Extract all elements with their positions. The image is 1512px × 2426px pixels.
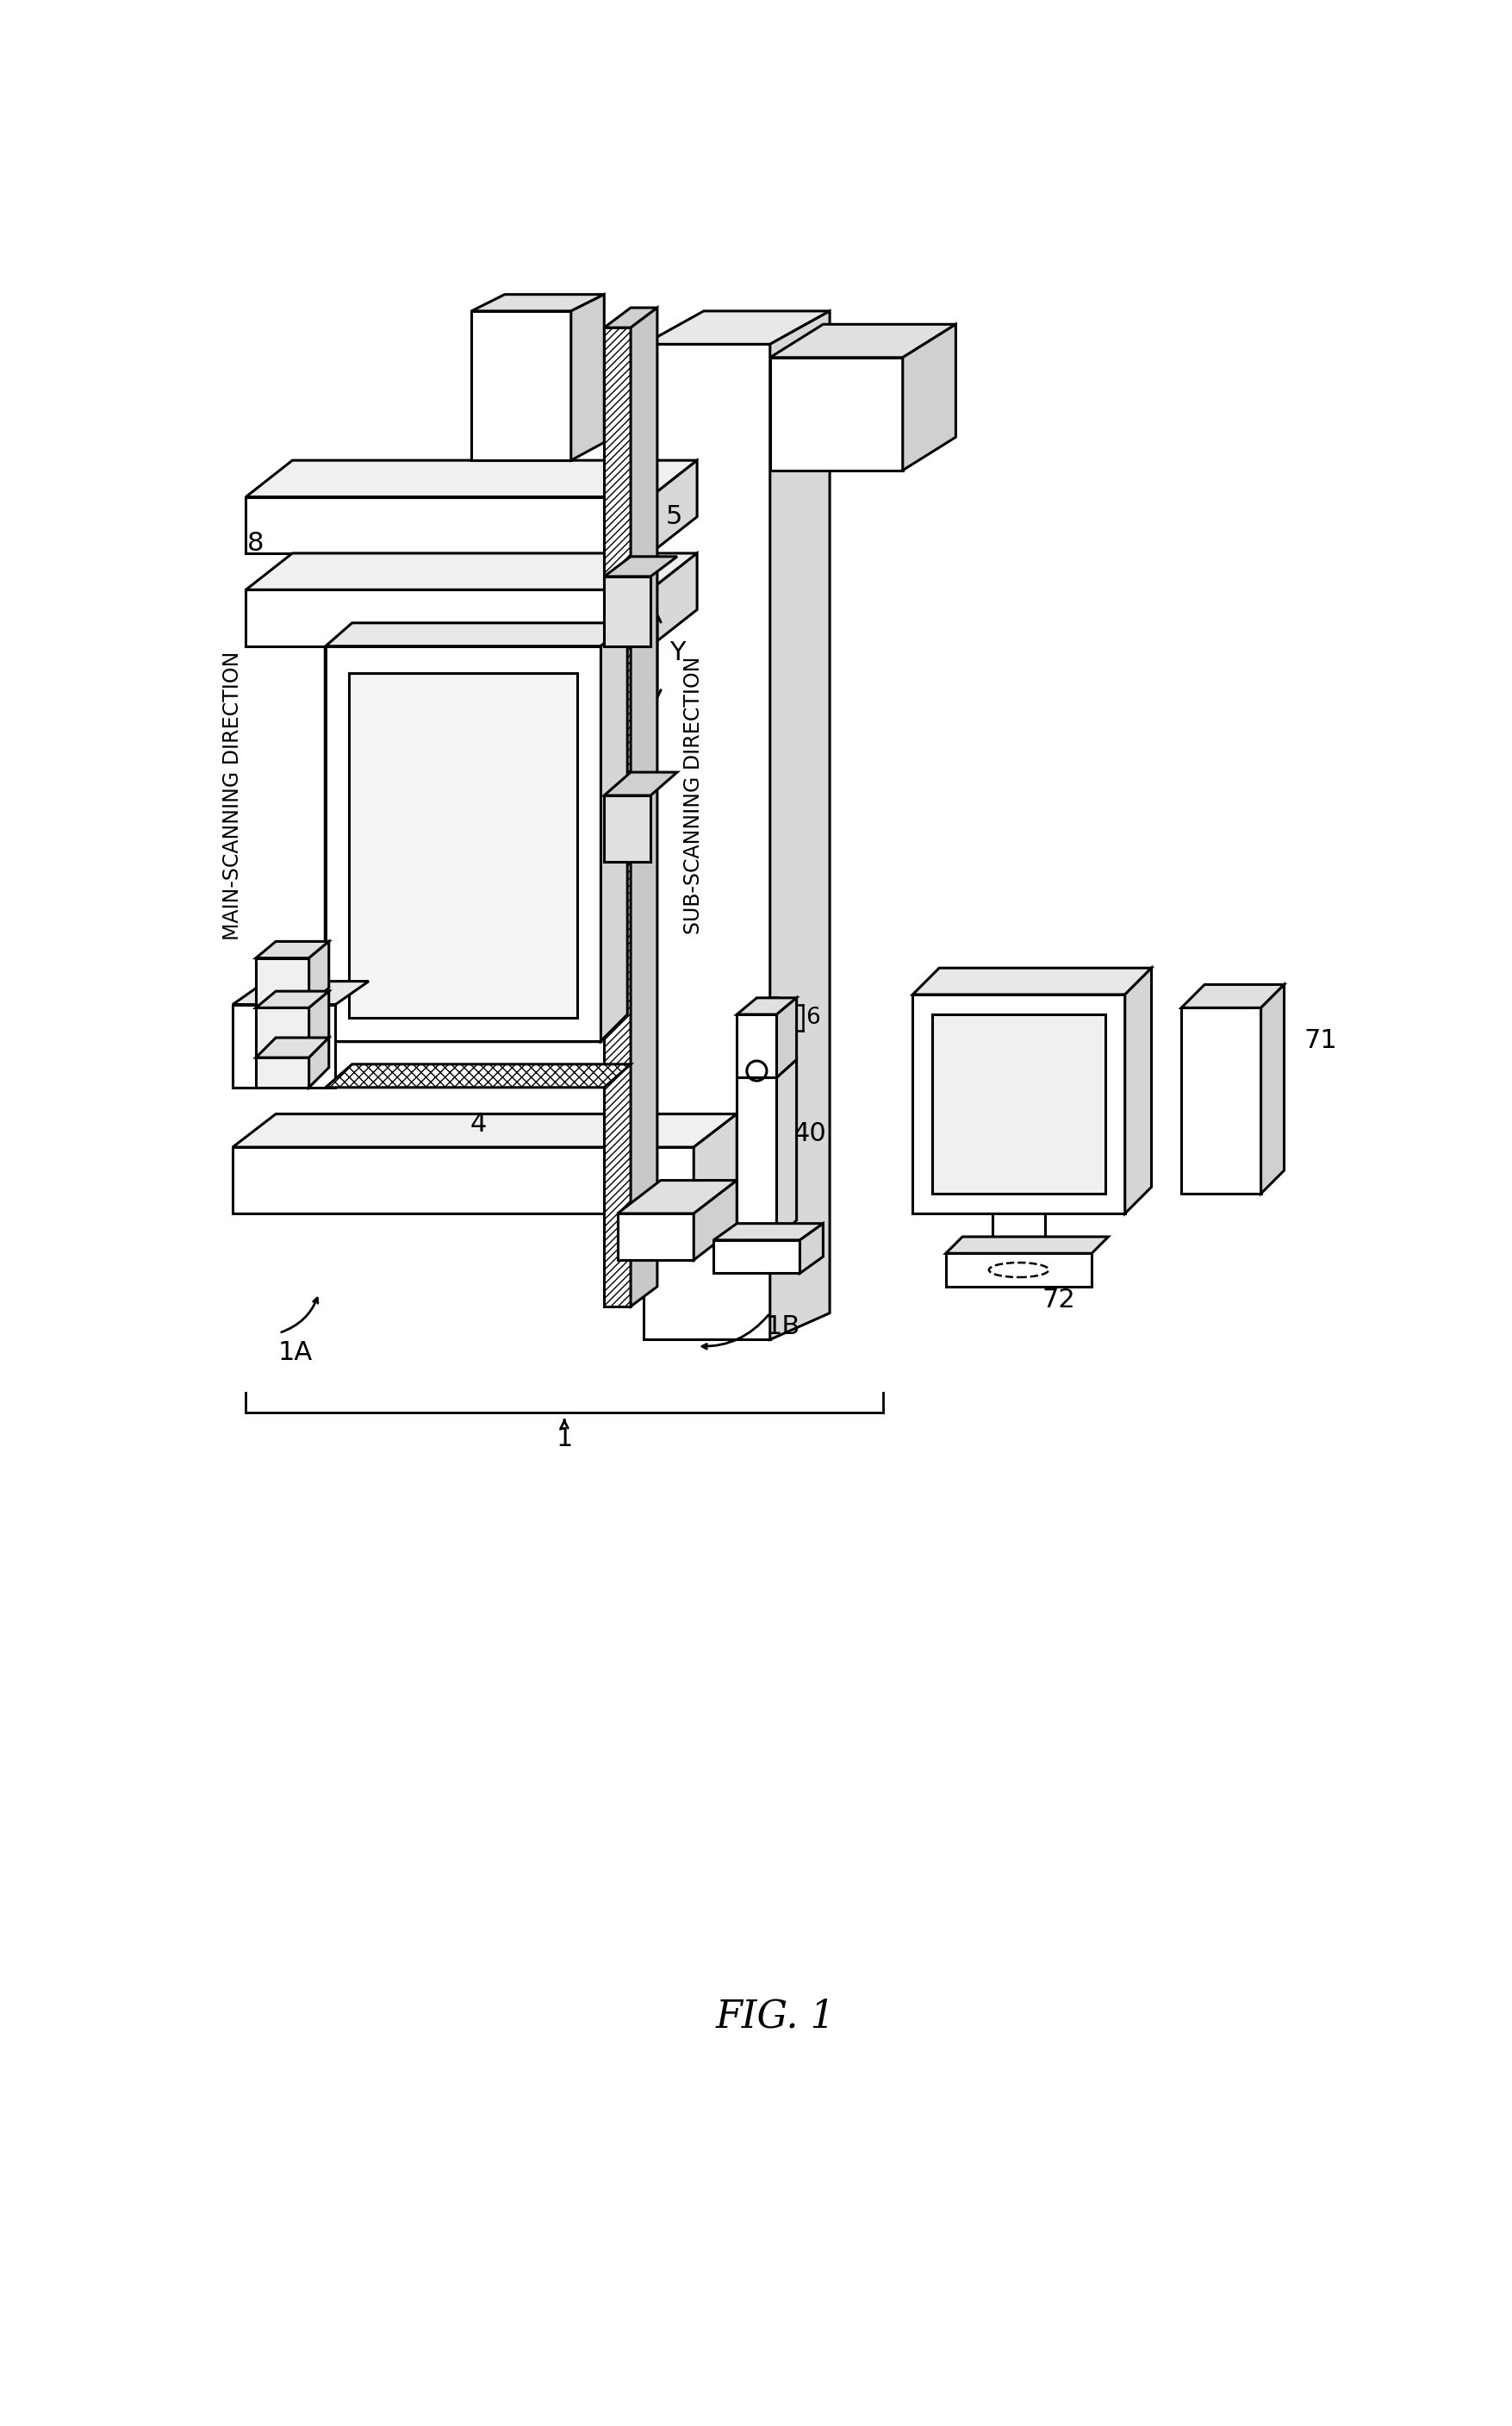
Polygon shape xyxy=(325,1065,631,1087)
Polygon shape xyxy=(256,1058,308,1087)
Polygon shape xyxy=(570,294,603,461)
Polygon shape xyxy=(1259,985,1284,1194)
Polygon shape xyxy=(770,357,903,471)
Polygon shape xyxy=(736,1077,776,1240)
Polygon shape xyxy=(256,1038,328,1058)
Polygon shape xyxy=(246,553,697,590)
Polygon shape xyxy=(603,771,677,796)
Polygon shape xyxy=(246,497,650,553)
Polygon shape xyxy=(776,997,797,1077)
Polygon shape xyxy=(800,1223,823,1274)
Text: FIG. 1: FIG. 1 xyxy=(715,1999,835,2035)
Polygon shape xyxy=(233,1114,736,1147)
Polygon shape xyxy=(233,980,369,1004)
Polygon shape xyxy=(256,1007,308,1058)
Text: SUB-SCANNING DIRECTION: SUB-SCANNING DIRECTION xyxy=(683,657,703,934)
Polygon shape xyxy=(770,325,956,357)
Text: 2: 2 xyxy=(770,1016,783,1038)
Polygon shape xyxy=(617,1181,736,1213)
Polygon shape xyxy=(472,311,570,461)
Text: 10: 10 xyxy=(302,968,336,995)
Text: X: X xyxy=(358,704,376,728)
Polygon shape xyxy=(992,1213,1045,1254)
Polygon shape xyxy=(603,556,677,577)
Polygon shape xyxy=(903,325,956,471)
Text: 1A: 1A xyxy=(278,1342,313,1366)
Polygon shape xyxy=(472,294,603,311)
Polygon shape xyxy=(736,1014,776,1077)
Text: MAIN-SCANNING DIRECTION: MAIN-SCANNING DIRECTION xyxy=(222,650,243,939)
Text: 6: 6 xyxy=(806,1007,820,1029)
Polygon shape xyxy=(256,958,308,1004)
Text: 4: 4 xyxy=(470,1111,487,1135)
Text: 71: 71 xyxy=(1303,1029,1337,1053)
Polygon shape xyxy=(945,1237,1108,1254)
Text: W: W xyxy=(375,677,401,701)
Polygon shape xyxy=(644,344,770,1339)
Polygon shape xyxy=(631,308,656,1308)
Polygon shape xyxy=(603,577,650,645)
Text: Y: Y xyxy=(668,640,685,665)
Polygon shape xyxy=(931,1014,1104,1194)
Polygon shape xyxy=(603,796,650,861)
Polygon shape xyxy=(233,1147,694,1213)
Text: 7: 7 xyxy=(357,657,373,682)
Polygon shape xyxy=(694,1114,736,1213)
Polygon shape xyxy=(246,461,697,497)
Polygon shape xyxy=(1181,1007,1259,1194)
Polygon shape xyxy=(912,995,1125,1213)
Polygon shape xyxy=(694,1181,736,1259)
Polygon shape xyxy=(603,328,631,1308)
Polygon shape xyxy=(325,623,627,645)
Polygon shape xyxy=(1125,968,1151,1213)
Text: 40: 40 xyxy=(792,1121,826,1147)
Polygon shape xyxy=(603,308,656,328)
Polygon shape xyxy=(945,1254,1092,1286)
Polygon shape xyxy=(246,590,650,645)
Text: 1B: 1B xyxy=(765,1315,800,1339)
Text: 1: 1 xyxy=(556,1426,573,1451)
Polygon shape xyxy=(256,941,328,958)
Polygon shape xyxy=(736,997,797,1014)
Text: 72: 72 xyxy=(1042,1288,1075,1312)
Polygon shape xyxy=(349,672,578,1019)
Polygon shape xyxy=(325,645,600,1041)
Polygon shape xyxy=(308,1038,328,1087)
Text: 9: 9 xyxy=(519,371,535,395)
Polygon shape xyxy=(714,1240,800,1274)
Polygon shape xyxy=(233,1004,336,1087)
Polygon shape xyxy=(617,1213,694,1259)
Polygon shape xyxy=(770,311,829,1339)
Polygon shape xyxy=(776,1060,797,1240)
Polygon shape xyxy=(1181,985,1284,1007)
Polygon shape xyxy=(714,1223,823,1240)
Polygon shape xyxy=(600,623,627,1041)
Polygon shape xyxy=(650,553,697,645)
Polygon shape xyxy=(308,941,328,1004)
Polygon shape xyxy=(912,968,1151,995)
Polygon shape xyxy=(256,992,328,1007)
Polygon shape xyxy=(650,461,697,553)
Text: 3: 3 xyxy=(770,997,783,1019)
Text: 5: 5 xyxy=(665,505,682,529)
Text: 8: 8 xyxy=(248,531,265,556)
Polygon shape xyxy=(644,311,829,344)
Polygon shape xyxy=(308,992,328,1058)
